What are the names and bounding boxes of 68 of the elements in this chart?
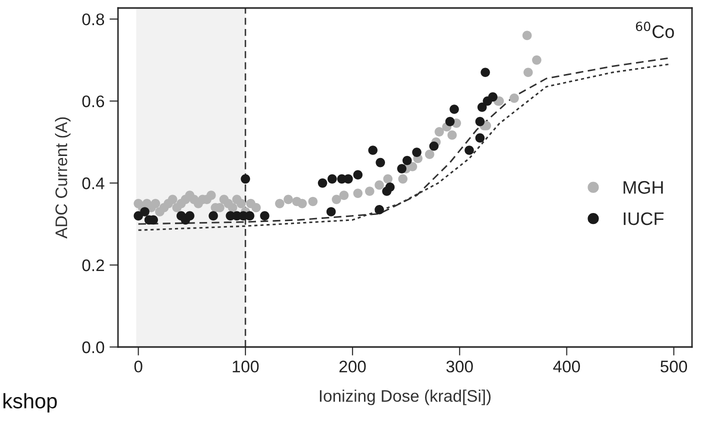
point [185,211,194,220]
point [275,198,284,208]
point [208,211,218,220]
point [374,180,384,190]
point [326,207,336,216]
point [228,202,238,212]
point [284,194,293,204]
x-tick-label: 500 [660,360,688,372]
point [260,211,270,220]
point [353,170,363,180]
point [397,164,406,174]
point [464,146,474,155]
point [140,207,150,216]
point [408,162,418,172]
annotation: $^{60}$Co [636,22,674,38]
point [353,188,363,198]
point [251,202,261,212]
point [523,68,533,78]
y-tick-label: 0.4 [82,177,104,190]
point [450,104,459,114]
y-tick-label: 0.2 [82,259,104,272]
point [374,205,384,214]
point [150,198,160,208]
text: kshop [4,393,57,413]
point [475,116,485,126]
point [206,190,216,200]
y-axis-title: ADC Current (A) [54,117,71,239]
legend-label: IUCF [624,212,664,226]
point [402,156,412,166]
point [240,174,250,184]
point [488,92,498,102]
y-tick-label: 0.6 [82,95,104,108]
point [475,133,485,143]
x-tick-label: 100 [232,360,259,372]
point [398,174,408,184]
point [168,194,178,204]
y-tick-label: 0.0 [82,341,104,354]
point [447,130,457,140]
x-tick-label: 400 [553,360,580,372]
point [522,30,532,40]
point [368,146,378,155]
point [318,178,328,188]
point [429,141,439,151]
point [344,174,353,184]
x-tick-label: 300 [446,360,473,372]
x-tick-label: 200 [339,360,366,372]
point [385,182,395,192]
legend-label: MGH [624,181,663,194]
point [332,194,342,204]
point [445,116,455,126]
point [365,186,374,196]
point [510,94,519,103]
point [298,198,307,208]
point [412,148,422,157]
point [383,174,393,184]
point [480,68,490,78]
point [434,127,444,136]
point [532,55,542,65]
y-tick-label: 0.8 [82,13,104,26]
point [328,174,337,184]
point [376,158,386,168]
point [236,198,246,208]
point [477,102,487,112]
point [424,150,434,159]
x-axis-title: Ionizing Dose (krad[Si]) [320,390,491,406]
point [308,196,318,206]
point [339,190,349,200]
x-tick-label: 0 [134,360,142,372]
